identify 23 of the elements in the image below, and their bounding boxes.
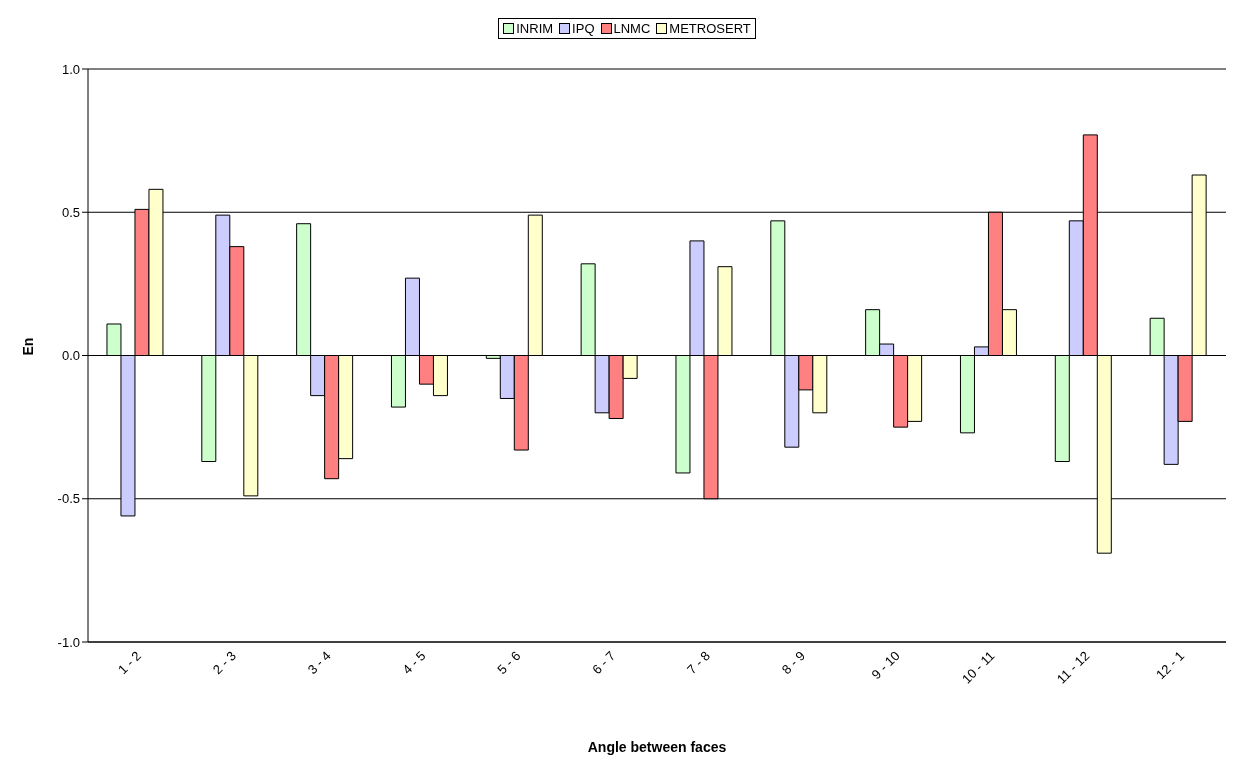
- y-tick-label: 1.0: [61, 61, 80, 77]
- x-tick-label: 4 - 5: [399, 648, 429, 678]
- x-tick-label: 5 - 6: [494, 648, 524, 678]
- legend-label: LNMC: [613, 21, 651, 36]
- y-axis-title: En: [19, 337, 36, 356]
- y-tick-label: 0.0: [61, 348, 80, 364]
- x-tick-label: 3 - 4: [304, 648, 334, 678]
- y-tick-label: 0.5: [61, 204, 80, 220]
- y-tick-label: -0.5: [57, 491, 80, 507]
- x-tick-label: 9 - 10: [868, 648, 903, 683]
- x-tick-label: 8 - 9: [778, 648, 808, 678]
- legend-label: METROSERT: [669, 21, 751, 36]
- x-tick-label: 1 - 2: [115, 648, 145, 678]
- x-tick-label: 12 - 1: [1153, 648, 1188, 683]
- x-tick-label: 11 - 12: [1053, 648, 1093, 687]
- x-tick-label: 2 - 3: [209, 648, 239, 678]
- x-tick-label: 6 - 7: [589, 648, 619, 678]
- y-tick-label: -1.0: [57, 634, 80, 650]
- legend-label: INRIM: [516, 21, 554, 36]
- x-axis-title: Angle between faces: [587, 739, 727, 755]
- x-tick-label: 7 - 8: [684, 648, 714, 678]
- legend-label: IPQ: [572, 21, 595, 36]
- x-tick-label: 10 - 11: [959, 648, 998, 687]
